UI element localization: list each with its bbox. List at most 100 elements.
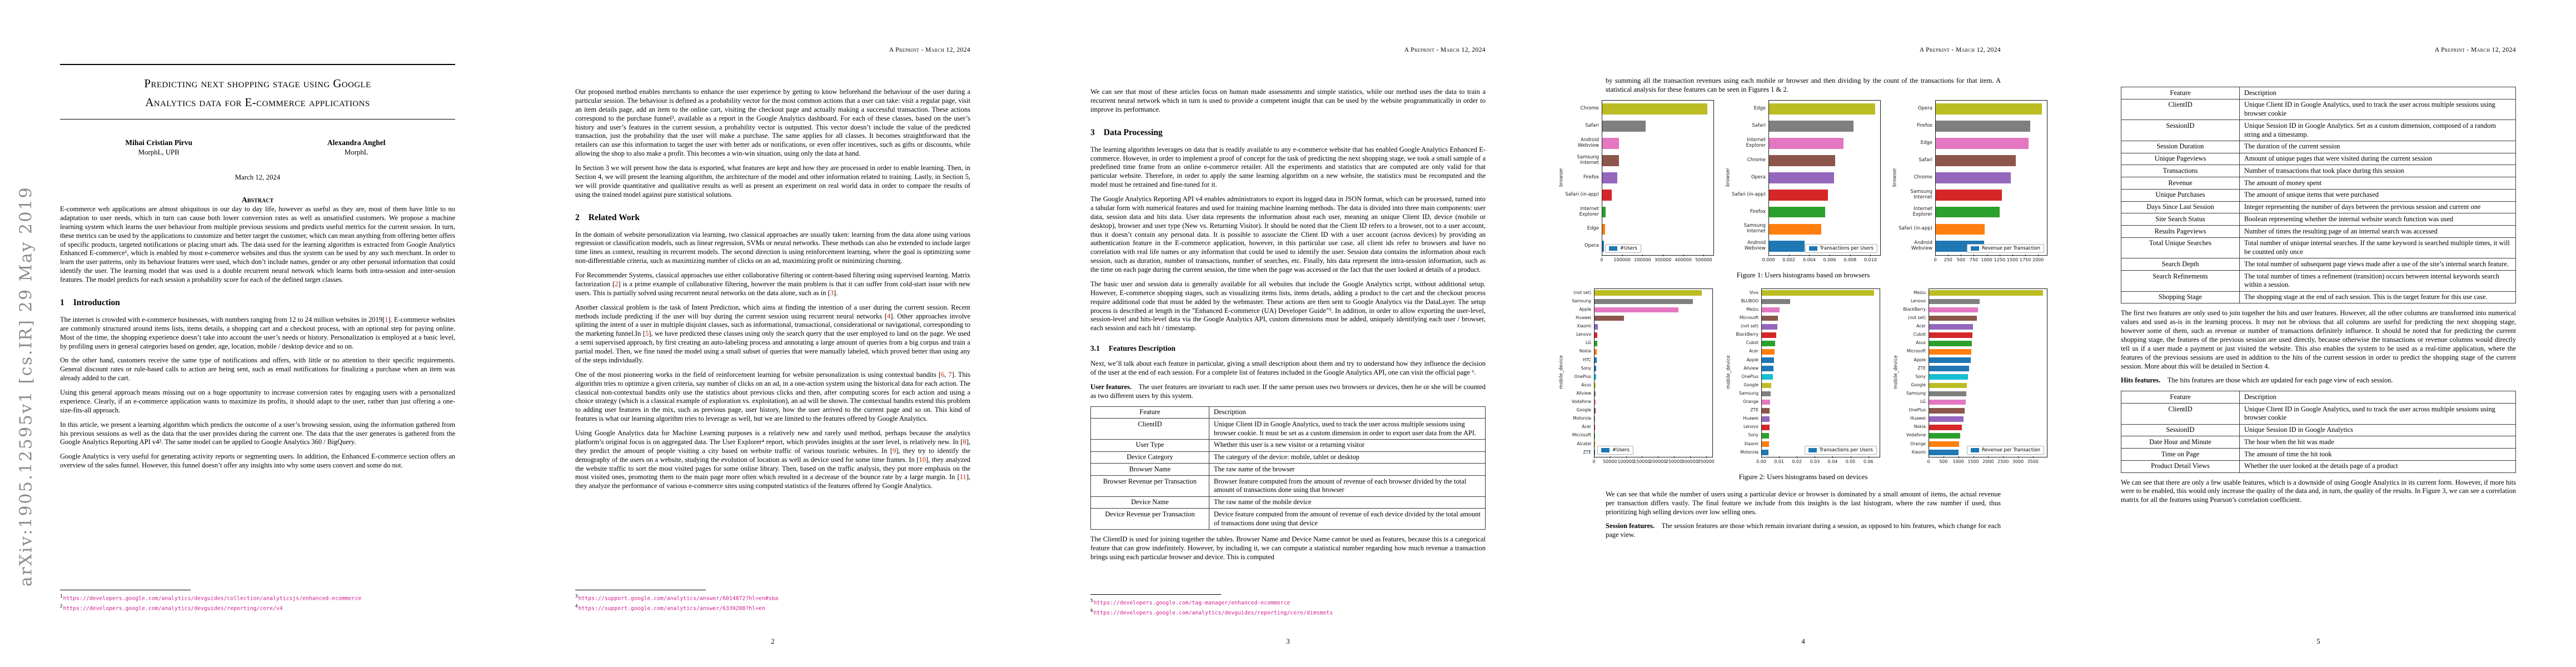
bar [1602, 172, 1618, 183]
author-name: Alexandra Anghel [327, 138, 386, 147]
bar [1762, 332, 1776, 338]
page-5: A Preprint - March 12, 2024 Feature Descr… [2061, 0, 2576, 667]
author-affiliation: MorphL, UPB [138, 148, 180, 157]
bar [1762, 391, 1771, 397]
bar [1602, 223, 1606, 235]
category-label: OnePlus [1909, 407, 1926, 413]
category-label: Cubot [1913, 332, 1926, 337]
x-tick-label: 2500 [1997, 459, 2009, 464]
table-row: Time on Page The amount of time the hit t… [2121, 448, 2516, 461]
bar [1769, 172, 1835, 183]
table-row: Unique Pageviews Amount of unique pages t… [2121, 152, 2516, 166]
category-label: (not set) [1908, 315, 1926, 321]
axis-tick [2003, 456, 2004, 458]
footnote-block: 5https://developers.google.com/tag-manag… [1090, 594, 1486, 617]
paragraph: by summing all the transaction revenues … [1606, 77, 2001, 93]
page-2: A Preprint - March 12, 2024 Our proposed… [515, 0, 1030, 667]
axis-tick [1948, 254, 1949, 256]
category-label: Safari [1919, 157, 1932, 163]
legend-label: Revenue per Transaction [1981, 245, 2040, 251]
x-tick-label: 0.02 [1792, 459, 1802, 464]
bar [1929, 290, 2044, 296]
y-axis-label: mobile_device [1558, 355, 1564, 390]
bar [1769, 155, 1836, 166]
figure-caption: Figure 2: Users histograms based on devi… [1738, 472, 1868, 481]
feature-cell: Days Since Last Session [2121, 201, 2240, 214]
axis-tick [2025, 254, 2026, 256]
description-cell: Unique Session ID in Google Analytics [2239, 424, 2516, 437]
x-tick-label: 350000 [1697, 459, 1715, 464]
running-header: A Preprint - March 12, 2024 [1404, 47, 1486, 53]
table-row: Product Detail Views Whether the user loo… [2121, 460, 2516, 473]
axis-tick [1832, 456, 1833, 458]
category-label: Xiaomi [1577, 323, 1591, 329]
footnote-link[interactable]: https://developers.google.com/tag-manage… [1093, 600, 1291, 606]
footnote-number: 3 [575, 594, 578, 599]
legend-swatch-icon [1808, 246, 1817, 251]
category-label: Edge [1753, 106, 1766, 112]
footnote-link[interactable]: https://support.google.com/analytics/ans… [578, 595, 779, 602]
x-tick-label: 1500 [1967, 459, 1979, 464]
footnote-link[interactable]: https://developers.google.com/analytics/… [63, 595, 362, 602]
category-label: Chrome [1580, 106, 1599, 112]
x-tick-label: 500000 [1695, 257, 1712, 262]
x-tick-label: 100000 [1613, 257, 1631, 262]
category-label: ZTE [1917, 365, 1926, 371]
category-label: Huawei [1743, 416, 1758, 421]
description-cell: The category of the device: mobile, tabl… [1209, 451, 1486, 464]
description-cell: The hour when the hit was made [2239, 436, 2516, 449]
category-label: ZTE [1583, 449, 1591, 455]
plot-area: Revenue per Transaction [1935, 99, 2047, 256]
category-label: Asus [1581, 382, 1591, 387]
category-label: Alcatel [1577, 441, 1591, 446]
category-label: Allview [1743, 365, 1758, 371]
x-tick-label: 0.008 [1843, 257, 1857, 262]
table-row: Site Search Status Boolean representing w… [2121, 213, 2516, 226]
category-label: Microsoft [1572, 432, 1591, 438]
feature-cell: Session Duration [2121, 140, 2240, 153]
category-label: Google [1911, 382, 1926, 387]
bar [1929, 323, 1973, 330]
category-label: Huawei [1576, 315, 1591, 321]
footnote-link[interactable]: https://developers.google.com/analytics/… [63, 605, 283, 611]
axis-tick [1988, 456, 1989, 458]
bar [1595, 407, 1596, 414]
paragraph: The first two features are only used to … [2121, 309, 2516, 370]
plot-area: #Users [1602, 99, 1714, 256]
axis-tick [1690, 456, 1691, 458]
axis-tick [1779, 456, 1780, 458]
feature-cell: ClientID [2121, 403, 2240, 425]
bar [1762, 357, 1775, 363]
author-block: Mihai Cristian Pîrvu MorphL, UPB Alexand… [60, 138, 455, 157]
feature-cell: Results Pageviews [2121, 225, 2240, 238]
bar [1762, 315, 1778, 321]
abstract-heading: Abstract [241, 196, 274, 205]
category-label: Internet Explorer [1746, 137, 1766, 148]
table-row: ClientID Unique Client ID in Google Analy… [2121, 403, 2516, 425]
table-row: Device Name The raw name of the mobile de… [1090, 496, 1486, 509]
category-label: Asus [1916, 340, 1926, 346]
category-label: Safari (in-app) [1565, 191, 1599, 197]
page-number: 3 [1286, 637, 1290, 645]
table-header: Description [2239, 87, 2516, 99]
chart-legend: Revenue per Transaction [1966, 243, 2044, 253]
bar [1929, 341, 1972, 346]
category-label: LG [1586, 340, 1591, 346]
x-tick-label: 1750 [2019, 257, 2031, 262]
bar [1762, 441, 1769, 447]
bar [1762, 382, 1772, 389]
x-tick-label: 0.000 [1762, 257, 1775, 262]
bar [1929, 391, 1967, 397]
description-cell: The amount of time the hit took [2239, 448, 2516, 461]
bar [1762, 374, 1773, 380]
bar [1929, 433, 1961, 439]
bar [1602, 241, 1604, 252]
footnote-link[interactable]: https://developers.google.com/analytics/… [1093, 609, 1333, 616]
footnote-link[interactable]: https://support.google.com/analytics/ans… [578, 605, 765, 611]
bar [1929, 382, 1967, 389]
category-label: Huawei [1910, 416, 1926, 421]
bar [1762, 433, 1770, 439]
bar [1929, 450, 1959, 456]
x-tick-label: 1500 [2006, 257, 2019, 262]
description-cell: Unique Client ID in Google Analytics, us… [1209, 418, 1486, 440]
